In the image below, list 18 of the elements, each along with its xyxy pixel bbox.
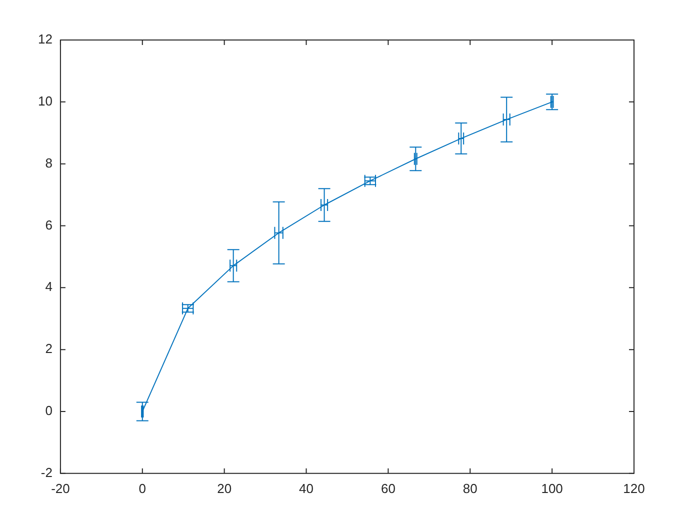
y-tick-label: 12	[38, 32, 52, 47]
y-tick-label: 6	[45, 217, 52, 232]
x-tick-label: 20	[217, 480, 232, 496]
x-tick-label: 60	[380, 480, 396, 496]
x-tick-label: 120	[623, 480, 645, 496]
y-tick-label: 8	[45, 155, 52, 170]
y-tick-label: 0	[45, 403, 52, 418]
y-tick-label: 2	[45, 341, 52, 356]
y-tick-label: 4	[45, 279, 52, 294]
point	[181, 302, 194, 315]
x-tick-label: 100	[541, 480, 563, 496]
y-tick-label: -2	[40, 464, 52, 480]
y-tick-label: 10	[38, 93, 52, 108]
x-tick-label: 80	[462, 480, 478, 496]
x-tick-label: -20	[51, 480, 70, 496]
point	[364, 174, 377, 188]
x-tick-label: 0	[138, 480, 146, 496]
x-tick-label: 40	[299, 480, 314, 496]
